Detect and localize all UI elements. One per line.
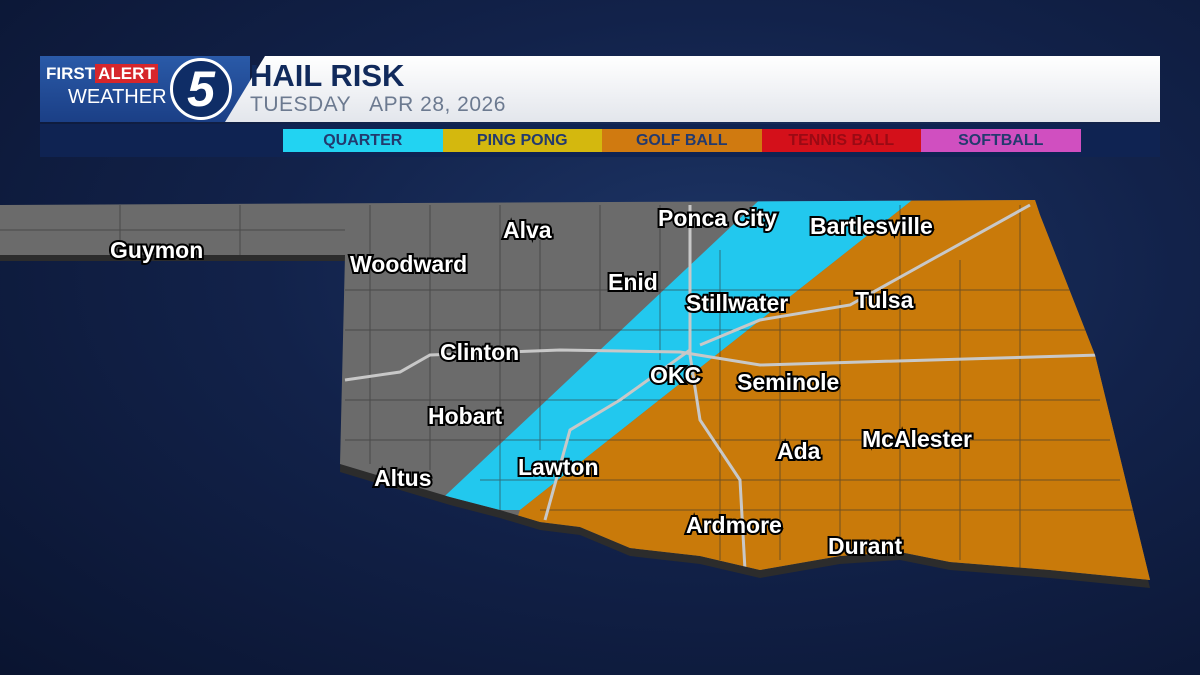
- city-label-hobart: Hobart: [428, 403, 502, 429]
- city-label-clinton: Clinton: [440, 339, 519, 365]
- station-logo: FIRST ALERT WEATHER 5: [40, 56, 250, 122]
- title-panel: [225, 56, 1160, 122]
- city-label-guymon: Guymon: [110, 237, 203, 263]
- forecast-date-text: APR 28, 2026: [369, 93, 506, 116]
- hail-size-legend: QUARTER PING PONG GOLF BALL TENNIS BALL SOFT…: [283, 129, 1081, 152]
- logo-alert: ALERT: [95, 64, 158, 83]
- forecast-day: TUESDAY: [250, 93, 352, 116]
- logo-first-alert: FIRST ALERT: [46, 64, 158, 84]
- legend-item-golf-ball: GOLF BALL: [602, 129, 762, 152]
- city-label-ardmore: Ardmore: [686, 512, 782, 538]
- logo-first: FIRST: [46, 64, 96, 83]
- legend-item-softball: SOFTBALL: [921, 129, 1081, 152]
- highways: [344, 203, 1101, 571]
- legend-item-ping-pong: PING PONG: [442, 129, 602, 152]
- city-label-mcalester: McAlester: [862, 426, 972, 452]
- city-label-altus: Altus: [374, 465, 432, 491]
- city-label-seminole: Seminole: [737, 369, 839, 395]
- city-label-woodward: Woodward: [350, 251, 467, 277]
- city-label-durant: Durant: [828, 533, 902, 559]
- logo-channel-number: 5: [170, 58, 232, 120]
- page-title: HAIL RISK: [250, 58, 405, 93]
- city-label-bartlesville: Bartlesville: [810, 213, 933, 239]
- city-label-alva: Alva: [503, 217, 552, 243]
- legend-item-tennis-ball: TENNIS BALL: [761, 129, 921, 152]
- city-label-okc: OKC: [650, 362, 701, 388]
- forecast-date: TUESDAY APR 28, 2026: [250, 93, 524, 117]
- city-label-ponca-city: Ponca City: [658, 205, 777, 231]
- city-label-stillwater: Stillwater: [686, 290, 788, 316]
- county-lines: [0, 205, 1140, 570]
- logo-weather: WEATHER: [68, 86, 167, 108]
- header-bar: FIRST ALERT WEATHER 5: [40, 56, 1160, 122]
- risk-area-quarter: [430, 200, 925, 510]
- city-label-ada: Ada: [777, 438, 821, 464]
- city-label-tulsa: Tulsa: [855, 287, 914, 313]
- city-label-lawton: Lawton: [518, 454, 599, 480]
- city-label-enid: Enid: [608, 269, 658, 295]
- legend-item-quarter: QUARTER: [283, 129, 443, 152]
